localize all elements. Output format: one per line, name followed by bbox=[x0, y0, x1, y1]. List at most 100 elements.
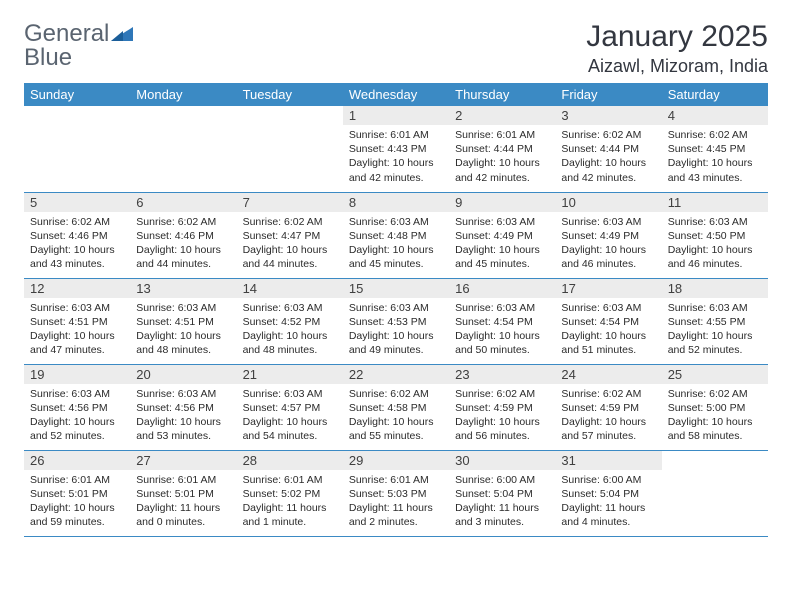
sunset-text: Sunset: 4:51 PM bbox=[30, 315, 124, 329]
day-number: 15 bbox=[343, 279, 449, 298]
day-details: Sunrise: 6:03 AMSunset: 4:48 PMDaylight:… bbox=[343, 212, 449, 276]
sunset-text: Sunset: 4:49 PM bbox=[561, 229, 655, 243]
day-details: Sunrise: 6:01 AMSunset: 4:44 PMDaylight:… bbox=[449, 125, 555, 189]
day-number: 11 bbox=[662, 193, 768, 212]
weekday-header: Thursday bbox=[449, 83, 555, 106]
sunrise-text: Sunrise: 6:03 AM bbox=[668, 215, 762, 229]
calendar-day-cell: 4Sunrise: 6:02 AMSunset: 4:45 PMDaylight… bbox=[662, 106, 768, 192]
sunset-text: Sunset: 4:47 PM bbox=[243, 229, 337, 243]
day-number: 19 bbox=[24, 365, 130, 384]
calendar-day-cell: 12Sunrise: 6:03 AMSunset: 4:51 PMDayligh… bbox=[24, 278, 130, 364]
sunset-text: Sunset: 5:01 PM bbox=[30, 487, 124, 501]
weekday-header: Wednesday bbox=[343, 83, 449, 106]
header-right: January 2025 Aizawl, Mizoram, India bbox=[586, 20, 768, 77]
sunset-text: Sunset: 4:56 PM bbox=[30, 401, 124, 415]
sunset-text: Sunset: 4:59 PM bbox=[561, 401, 655, 415]
daylight-text: Daylight: 10 hours and 49 minutes. bbox=[349, 329, 443, 357]
sunrise-text: Sunrise: 6:00 AM bbox=[561, 473, 655, 487]
calendar-day-cell: 17Sunrise: 6:03 AMSunset: 4:54 PMDayligh… bbox=[555, 278, 661, 364]
day-details: Sunrise: 6:03 AMSunset: 4:54 PMDaylight:… bbox=[555, 298, 661, 362]
sunset-text: Sunset: 4:50 PM bbox=[668, 229, 762, 243]
daylight-text: Daylight: 10 hours and 53 minutes. bbox=[136, 415, 230, 443]
weekday-header: Sunday bbox=[24, 83, 130, 106]
day-details: Sunrise: 6:02 AMSunset: 4:45 PMDaylight:… bbox=[662, 125, 768, 189]
daylight-text: Daylight: 10 hours and 51 minutes. bbox=[561, 329, 655, 357]
sunrise-text: Sunrise: 6:02 AM bbox=[136, 215, 230, 229]
sunset-text: Sunset: 5:03 PM bbox=[349, 487, 443, 501]
day-details: Sunrise: 6:03 AMSunset: 4:56 PMDaylight:… bbox=[130, 384, 236, 448]
sunrise-text: Sunrise: 6:01 AM bbox=[243, 473, 337, 487]
sunrise-text: Sunrise: 6:01 AM bbox=[349, 473, 443, 487]
calendar-day-cell: 27Sunrise: 6:01 AMSunset: 5:01 PMDayligh… bbox=[130, 450, 236, 536]
daylight-text: Daylight: 10 hours and 45 minutes. bbox=[455, 243, 549, 271]
calendar-day-cell: 9Sunrise: 6:03 AMSunset: 4:49 PMDaylight… bbox=[449, 192, 555, 278]
calendar-day-cell: 13Sunrise: 6:03 AMSunset: 4:51 PMDayligh… bbox=[130, 278, 236, 364]
sunrise-text: Sunrise: 6:03 AM bbox=[30, 387, 124, 401]
sunset-text: Sunset: 4:52 PM bbox=[243, 315, 337, 329]
calendar-day-cell: 16Sunrise: 6:03 AMSunset: 4:54 PMDayligh… bbox=[449, 278, 555, 364]
sunset-text: Sunset: 4:44 PM bbox=[455, 142, 549, 156]
day-details: Sunrise: 6:03 AMSunset: 4:50 PMDaylight:… bbox=[662, 212, 768, 276]
sunrise-text: Sunrise: 6:02 AM bbox=[30, 215, 124, 229]
day-details: Sunrise: 6:02 AMSunset: 4:58 PMDaylight:… bbox=[343, 384, 449, 448]
day-number: 24 bbox=[555, 365, 661, 384]
sunset-text: Sunset: 5:01 PM bbox=[136, 487, 230, 501]
calendar-day-cell: 24 Sunrise: 6:02 AMSunset: 4:59 PMDayligh… bbox=[555, 364, 661, 450]
sunset-text: Sunset: 5:00 PM bbox=[668, 401, 762, 415]
daylight-text: Daylight: 10 hours and 48 minutes. bbox=[243, 329, 337, 357]
daylight-text: Daylight: 10 hours and 57 minutes. bbox=[561, 415, 655, 443]
daylight-text: Daylight: 10 hours and 54 minutes. bbox=[243, 415, 337, 443]
daylight-text: Daylight: 10 hours and 50 minutes. bbox=[455, 329, 549, 357]
sunrise-text: Sunrise: 6:03 AM bbox=[349, 215, 443, 229]
calendar-week-row: 1Sunrise: 6:01 AMSunset: 4:43 PMDaylight… bbox=[24, 106, 768, 192]
daylight-text: Daylight: 10 hours and 47 minutes. bbox=[30, 329, 124, 357]
daylight-text: Daylight: 10 hours and 44 minutes. bbox=[243, 243, 337, 271]
sunrise-text: Sunrise: 6:02 AM bbox=[561, 387, 655, 401]
day-details: Sunrise: 6:03 AMSunset: 4:53 PMDaylight:… bbox=[343, 298, 449, 362]
calendar-day-cell: 15Sunrise: 6:03 AMSunset: 4:53 PMDayligh… bbox=[343, 278, 449, 364]
sunset-text: Sunset: 4:55 PM bbox=[668, 315, 762, 329]
daylight-text: Daylight: 10 hours and 42 minutes. bbox=[561, 156, 655, 184]
calendar-day-cell: 5Sunrise: 6:02 AMSunset: 4:46 PMDaylight… bbox=[24, 192, 130, 278]
sunset-text: Sunset: 4:54 PM bbox=[561, 315, 655, 329]
daylight-text: Daylight: 10 hours and 52 minutes. bbox=[668, 329, 762, 357]
calendar-day-cell: 1Sunrise: 6:01 AMSunset: 4:43 PMDaylight… bbox=[343, 106, 449, 192]
day-number: 4 bbox=[662, 106, 768, 125]
calendar-week-row: 26Sunrise: 6:01 AMSunset: 5:01 PMDayligh… bbox=[24, 450, 768, 536]
daylight-text: Daylight: 10 hours and 52 minutes. bbox=[30, 415, 124, 443]
day-number: 17 bbox=[555, 279, 661, 298]
calendar-day-cell: 3Sunrise: 6:02 AMSunset: 4:44 PMDaylight… bbox=[555, 106, 661, 192]
sunset-text: Sunset: 4:48 PM bbox=[349, 229, 443, 243]
calendar-day-cell bbox=[24, 106, 130, 192]
day-details: Sunrise: 6:01 AMSunset: 4:43 PMDaylight:… bbox=[343, 125, 449, 189]
logo-text-2: Blue bbox=[24, 44, 72, 71]
daylight-text: Daylight: 10 hours and 55 minutes. bbox=[349, 415, 443, 443]
calendar-day-cell: 8Sunrise: 6:03 AMSunset: 4:48 PMDaylight… bbox=[343, 192, 449, 278]
day-number: 27 bbox=[130, 451, 236, 470]
day-number: 23 bbox=[449, 365, 555, 384]
calendar-day-cell: 10Sunrise: 6:03 AMSunset: 4:49 PMDayligh… bbox=[555, 192, 661, 278]
day-number: 28 bbox=[237, 451, 343, 470]
sunset-text: Sunset: 4:54 PM bbox=[455, 315, 549, 329]
day-details: Sunrise: 6:02 AMSunset: 4:59 PMDaylight:… bbox=[449, 384, 555, 448]
daylight-text: Daylight: 11 hours and 4 minutes. bbox=[561, 501, 655, 529]
sunrise-text: Sunrise: 6:03 AM bbox=[243, 387, 337, 401]
sunrise-text: Sunrise: 6:01 AM bbox=[349, 128, 443, 142]
day-number: 1 bbox=[343, 106, 449, 125]
day-details: Sunrise: 6:01 AMSunset: 5:03 PMDaylight:… bbox=[343, 470, 449, 534]
sunrise-text: Sunrise: 6:01 AM bbox=[30, 473, 124, 487]
sunset-text: Sunset: 4:56 PM bbox=[136, 401, 230, 415]
calendar-day-cell: 7Sunrise: 6:02 AMSunset: 4:47 PMDaylight… bbox=[237, 192, 343, 278]
sunrise-text: Sunrise: 6:03 AM bbox=[349, 301, 443, 315]
sunrise-text: Sunrise: 6:01 AM bbox=[136, 473, 230, 487]
day-number: 16 bbox=[449, 279, 555, 298]
calendar-day-cell: 28Sunrise: 6:01 AMSunset: 5:02 PMDayligh… bbox=[237, 450, 343, 536]
day-number: 8 bbox=[343, 193, 449, 212]
sunrise-text: Sunrise: 6:03 AM bbox=[561, 301, 655, 315]
sunset-text: Sunset: 4:58 PM bbox=[349, 401, 443, 415]
day-details: Sunrise: 6:03 AMSunset: 4:52 PMDaylight:… bbox=[237, 298, 343, 362]
day-details: Sunrise: 6:03 AMSunset: 4:49 PMDaylight:… bbox=[555, 212, 661, 276]
sunrise-text: Sunrise: 6:02 AM bbox=[668, 128, 762, 142]
sunrise-text: Sunrise: 6:03 AM bbox=[561, 215, 655, 229]
daylight-text: Daylight: 10 hours and 59 minutes. bbox=[30, 501, 124, 529]
